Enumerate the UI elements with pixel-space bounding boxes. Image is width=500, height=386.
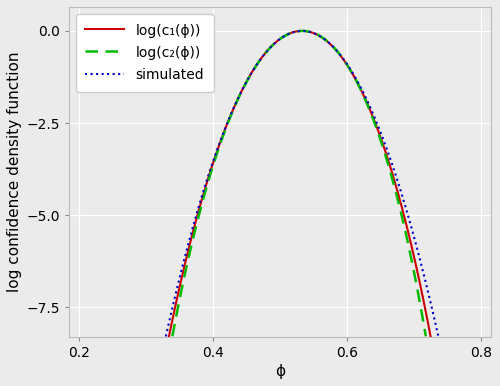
Y-axis label: log confidence density function: log confidence density function xyxy=(7,52,22,292)
Legend: log(c₁(ϕ)), log(c₂(ϕ)), simulated: log(c₁(ϕ)), log(c₂(ϕ)), simulated xyxy=(76,14,214,92)
X-axis label: ϕ: ϕ xyxy=(275,364,285,379)
